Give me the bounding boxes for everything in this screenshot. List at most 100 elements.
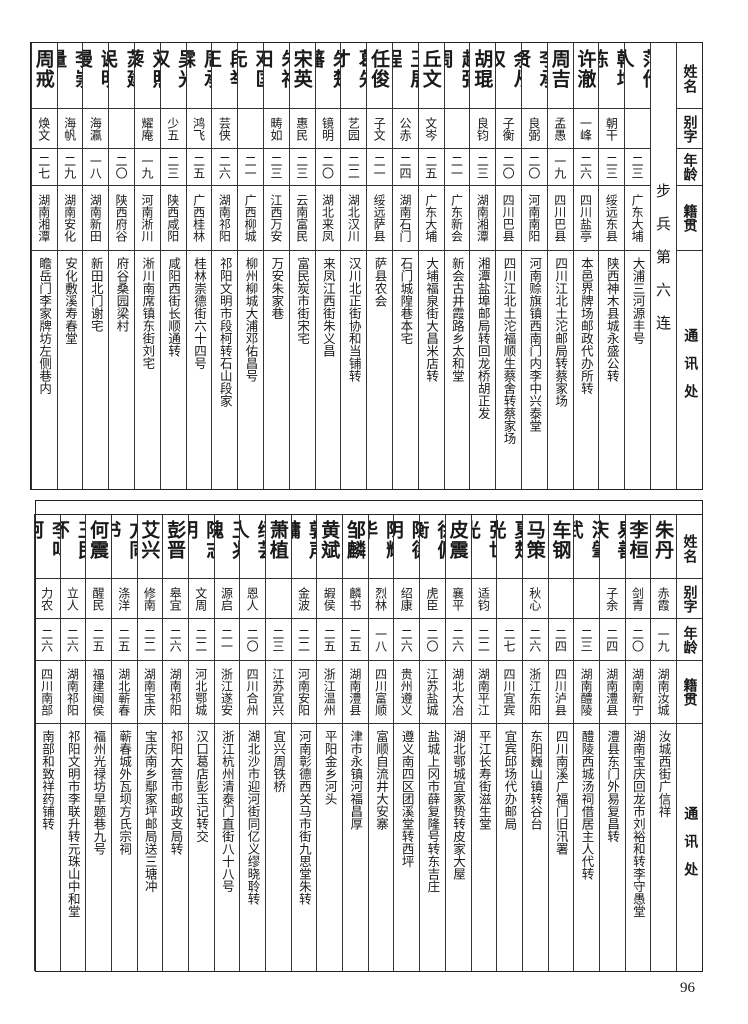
entry-alias: 子余 xyxy=(599,579,625,619)
roster-entry: 萧植 二三 江苏宜兴 宜兴周铁桥 xyxy=(265,514,291,971)
entry-origin: 湖南湘潭 xyxy=(31,186,57,251)
entry-address: 富顺自流井大安寨 xyxy=(373,730,389,830)
entry-address: 来凤江西街朱义昌 xyxy=(320,257,336,357)
entry-age: 二三 xyxy=(266,619,291,661)
entry-address: 陕西神木县城永盛公转 xyxy=(604,257,620,382)
entry-name: 葛先才 xyxy=(341,43,367,109)
entry-address: 汉口葛店彭玉记转交 xyxy=(194,730,210,843)
entry-name: 邓匡元 xyxy=(238,43,264,109)
roster-entry: 陈辉华 烈林 一八 四川富顺 富顺自流井大安寨 xyxy=(367,514,394,971)
entry-address: 万安朱家巷 xyxy=(269,257,285,320)
entry-alias: 源启 xyxy=(214,579,240,619)
entry-address: 湖南宝庆回龙市刘裕和转李守愚堂 xyxy=(630,730,646,918)
entry-origin: 绥远东县 xyxy=(599,186,625,251)
entry-alias: 海瀛 xyxy=(83,109,109,149)
entry-address: 柳州柳城大浦邓佑昌号 xyxy=(243,257,259,382)
entry-name: 方同书 xyxy=(111,514,137,579)
roster-entry: 陈德明 绍康 二六 贵州遵义 遵义南四区团溪堂转西坪 xyxy=(393,514,420,971)
entry-origin: 陕西府谷 xyxy=(109,186,135,251)
entry-alias: 秋心 xyxy=(522,579,548,619)
roster-entry: 赵弼周 二一 广东新会 新会古井霞路乡太和堂 xyxy=(443,43,470,489)
entry-alias: 芸侠 xyxy=(212,109,238,149)
entry-name: 陈德明 xyxy=(394,514,420,579)
entry-name: 王展程 xyxy=(393,43,418,109)
entry-address: 瞻岳门李家牌坊左侧巷内 xyxy=(37,257,53,395)
entry-name: 缪芸人 xyxy=(240,514,265,579)
entry-origin: 江苏宜兴 xyxy=(266,661,291,724)
page-number: 96 xyxy=(680,980,695,996)
entry-name: 马策 xyxy=(522,514,548,579)
entry-address: 桂林崇德街六十四号 xyxy=(191,257,207,370)
entry-address: 石门城隍巷本宅 xyxy=(398,257,414,345)
entry-age: 二二 xyxy=(471,619,497,661)
entry-age: 二五 xyxy=(186,149,212,186)
entry-age: 一九 xyxy=(547,149,573,186)
entry-name: 韩增栋 xyxy=(599,43,625,109)
header-name: 姓名 xyxy=(677,43,702,109)
entry-name: 李崇量 xyxy=(57,43,83,109)
entry-age: 一八 xyxy=(368,619,394,661)
entry-alias: 剑青 xyxy=(625,579,651,619)
roster-entry: 周吉 孟愚 一九 四川巴县 四川江北土沱邮局转蔡家场 xyxy=(546,43,573,489)
entry-age: 二四 xyxy=(599,619,625,661)
entry-alias: 适钧 xyxy=(471,579,497,619)
header-alias: 别字 xyxy=(677,579,702,619)
entry-origin: 贵州遵义 xyxy=(394,661,420,724)
entry-alias: 烈林 xyxy=(368,579,394,619)
entry-age: 二六 xyxy=(212,149,238,186)
entry-name: 车钢 xyxy=(548,514,574,579)
entry-origin: 湖南祁阳 xyxy=(212,186,238,251)
entry-alias: 少五 xyxy=(160,109,186,149)
entry-origin: 湖南平江 xyxy=(471,661,497,724)
entry-name: 李鸣珂 xyxy=(34,514,60,579)
entry-origin: 四川巴县 xyxy=(547,186,573,251)
entry-age: 一八 xyxy=(83,149,109,186)
entry-name: 张世光 xyxy=(471,514,497,579)
entry-address: 湖北鄂城宜家贽转皮家大屋 xyxy=(451,730,467,880)
roster-entry: 李鸣珂 力农 二六 四川南部 南部和致祥药铺转 xyxy=(33,514,60,971)
entry-name: 夏楚光 xyxy=(497,514,522,579)
roster-entry: 李承贤 良弼 二〇 河南南阳 河南赊旗镇西南门内李中兴泰堂 xyxy=(521,43,547,489)
entry-name: 陈志明 xyxy=(188,514,214,579)
entry-name: 何震 xyxy=(86,514,111,579)
entry-origin: 广西柳城 xyxy=(238,186,264,251)
roster-entry: 段举正 芸侠 二六 湖南祁阳 祁阳文明市段柯转石山段家 xyxy=(211,43,238,489)
entry-name: 周戒 xyxy=(31,43,57,109)
entry-name: 王兆槐 xyxy=(214,514,240,579)
entry-address: 澧县东门外易复昌转 xyxy=(605,730,621,843)
entry-address: 富民炭市街宋宅 xyxy=(295,257,311,345)
entry-age: 二三 xyxy=(289,149,315,186)
entry-origin: 广东大埔 xyxy=(625,186,650,251)
roster-entry: 王展程 公赤 二四 湖南石门 石门城隍巷本宅 xyxy=(392,43,418,489)
entry-address: 四川江北土沱福顺生蔡舍转蔡家场 xyxy=(501,257,517,445)
roster-entry: 李崇量 海帆 二九 湖南安化 安化敷溪寿春堂 xyxy=(56,43,83,489)
entry-name: 丘文 xyxy=(418,43,444,109)
entry-name: 周承霖 xyxy=(186,43,212,109)
entry-alias: 虎臣 xyxy=(420,579,445,619)
entry-address: 宜兴周铁桥 xyxy=(271,730,287,793)
entry-age: 二二 xyxy=(291,619,317,661)
entry-alias: 文周 xyxy=(188,579,214,619)
entry-address: 大浦三河源丰号 xyxy=(630,257,646,345)
entry-alias: 绍康 xyxy=(394,579,420,619)
entry-age: 二六 xyxy=(394,619,420,661)
roster-entry: 许澈 一峰 二六 四川盐亭 本邑界牌场邮政代办所转 xyxy=(572,43,599,489)
entry-address: 祁阳大营市邮政支局转 xyxy=(168,730,184,855)
roster-entry: 李桓 剑青 二〇 湖南新宁 湖南宝庆回龙市刘裕和转李守愚堂 xyxy=(624,514,651,971)
entry-alias: 一峰 xyxy=(573,109,599,149)
entry-name: 易善庆 xyxy=(599,514,625,579)
entry-origin: 湖北大冶 xyxy=(445,661,471,724)
entry-age: 二三 xyxy=(599,149,625,186)
entry-name: 段举正 xyxy=(212,43,238,109)
roster-entry: 苏建民 二〇 陕西府谷 府谷桑园梁村 xyxy=(108,43,135,489)
entry-alias: 醒民 xyxy=(86,579,111,619)
entry-origin: 湖南澧县 xyxy=(599,661,625,724)
entry-alias: 子衡 xyxy=(496,109,522,149)
entry-name: 王民怀 xyxy=(60,514,86,579)
entry-name: 赵弼周 xyxy=(444,43,470,109)
entry-address: 东阳巍山镇转谷台 xyxy=(528,730,544,830)
entry-origin: 广东大埔 xyxy=(418,186,444,251)
roster-entry: 郭声镛 金波 二二 河南安阳 河南彰德西关马市街九思堂朱转 xyxy=(290,514,317,971)
entry-name: 吴光汉 xyxy=(160,43,186,109)
entry-alias xyxy=(238,109,264,149)
